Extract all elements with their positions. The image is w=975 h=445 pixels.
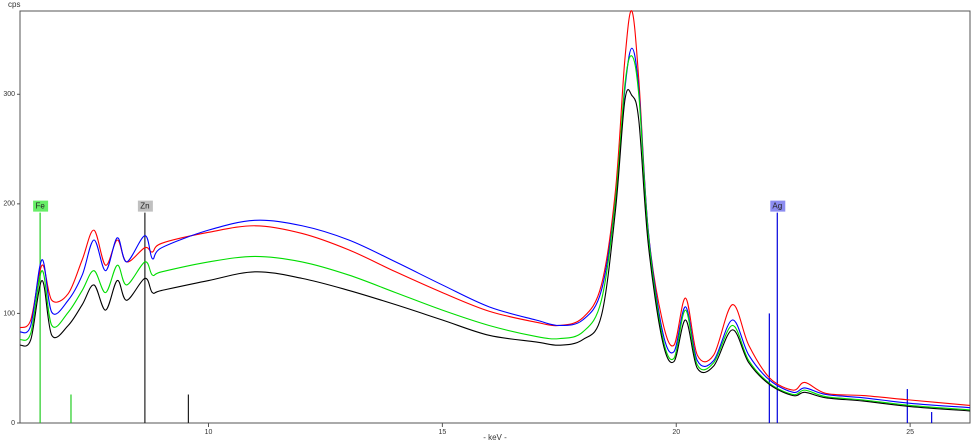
x-tick-label: 20 bbox=[672, 429, 680, 436]
y-tick-label: 0 bbox=[11, 420, 15, 427]
plot-frame bbox=[19, 10, 971, 424]
spectrum-line bbox=[19, 47, 971, 409]
element-label: Ag bbox=[772, 202, 782, 211]
element-label: Fe bbox=[35, 202, 45, 211]
x-tick-label: 25 bbox=[906, 429, 914, 436]
element-label-box bbox=[137, 200, 153, 212]
spectrum-line bbox=[19, 89, 971, 412]
element-label-box bbox=[33, 200, 49, 212]
x-tick-label: 10 bbox=[205, 429, 213, 436]
y-tick-label: 100 bbox=[3, 310, 15, 317]
y-axis-label: cps bbox=[8, 0, 20, 9]
spectrum-line bbox=[19, 55, 971, 411]
x-axis-label: - keV - bbox=[483, 433, 507, 442]
y-tick-label: 300 bbox=[3, 91, 15, 98]
element-label-box bbox=[770, 200, 786, 212]
y-tick-label: 200 bbox=[3, 201, 15, 208]
element-label: Zn bbox=[140, 202, 149, 211]
spectrum-line bbox=[19, 10, 971, 407]
x-tick-label: 15 bbox=[438, 429, 446, 436]
